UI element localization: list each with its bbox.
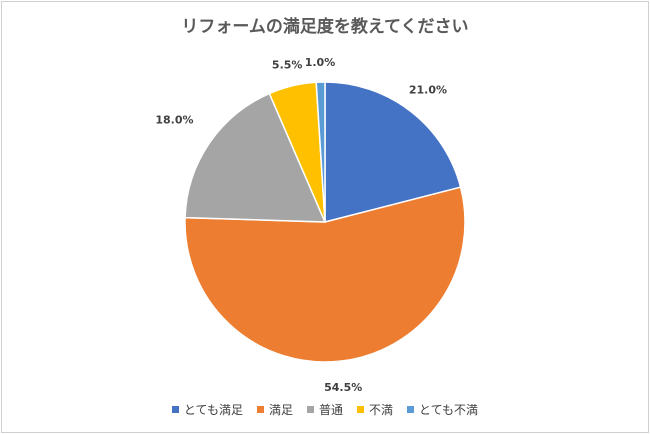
legend-swatch — [306, 406, 314, 413]
data-label-5: 1.0% — [305, 56, 336, 69]
pie-slice-1 — [324, 81, 462, 223]
pie-slice-2 — [184, 186, 466, 363]
legend: とても満足 満足 普通 不満 とても不満 — [0, 401, 650, 418]
pie-slice-5 — [315, 81, 326, 223]
chart-title: リフォームの満足度を教えてください — [181, 17, 469, 37]
legend-swatch — [256, 406, 264, 413]
legend-label: 満足 — [268, 403, 293, 417]
legend-item: 不満 — [357, 401, 393, 418]
legend-swatch — [407, 406, 415, 413]
data-label-1: 21.0% — [409, 83, 447, 96]
legend-swatch — [357, 406, 364, 413]
data-label-3: 18.0% — [155, 114, 193, 127]
legend-item: 満足 — [256, 401, 293, 418]
legend-item: 普通 — [306, 401, 343, 418]
data-label-4: 5.5% — [272, 58, 303, 71]
pie-slice-3 — [184, 92, 327, 223]
legend-item: とても不満 — [407, 401, 478, 418]
legend-swatch — [171, 406, 179, 413]
legend-label: とても不満 — [419, 403, 479, 417]
legend-item: とても満足 — [171, 401, 243, 418]
legend-label: とても満足 — [183, 403, 243, 417]
legend-label: 普通 — [318, 403, 343, 417]
data-label-2: 54.5% — [324, 381, 362, 394]
legend-label: 不満 — [369, 403, 394, 417]
